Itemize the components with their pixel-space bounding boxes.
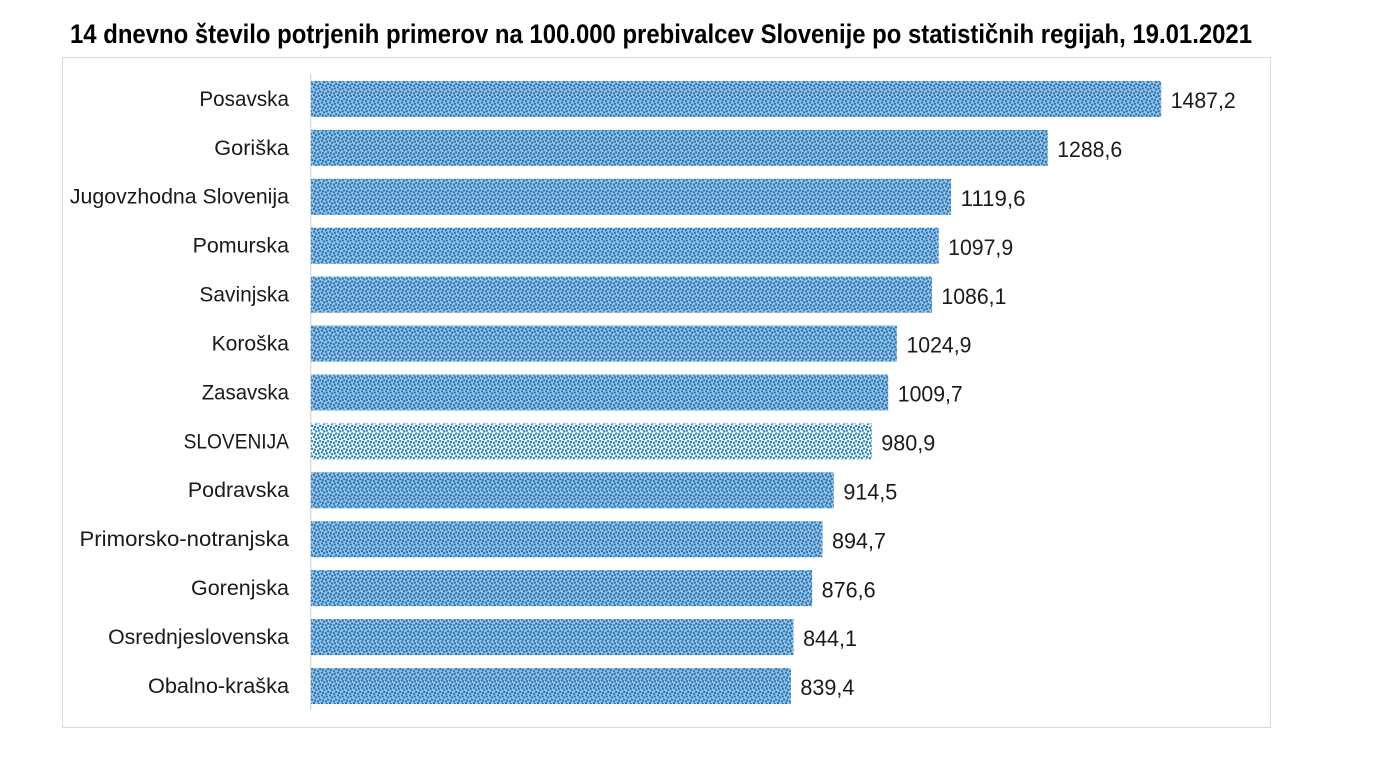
- svg-text:Koroška: Koroška: [212, 332, 290, 355]
- svg-text:980,9: 980,9: [881, 431, 935, 456]
- svg-text:1119,6: 1119,6: [961, 186, 1026, 211]
- svg-text:14 dnevno število potrjenih pr: 14 dnevno število potrjenih primerov na …: [70, 19, 1252, 49]
- svg-text:Gorenjska: Gorenjska: [191, 577, 289, 600]
- svg-text:914,5: 914,5: [843, 479, 897, 504]
- svg-text:Podravska: Podravska: [188, 479, 289, 502]
- svg-text:Zasavska: Zasavska: [202, 381, 290, 404]
- svg-text:1024,9: 1024,9: [906, 333, 971, 358]
- svg-text:Jugovzhodna Slovenija: Jugovzhodna Slovenija: [70, 186, 289, 209]
- svg-text:894,7: 894,7: [832, 528, 886, 553]
- svg-text:Savinjska: Savinjska: [199, 284, 289, 307]
- svg-text:1086,1: 1086,1: [941, 284, 1006, 309]
- svg-text:1288,6: 1288,6: [1057, 137, 1122, 162]
- svg-text:Obalno-kraška: Obalno-kraška: [148, 675, 289, 698]
- svg-text:Goriška: Goriška: [214, 137, 289, 160]
- svg-text:Osrednjeslovenska: Osrednjeslovenska: [108, 626, 289, 649]
- svg-text:876,6: 876,6: [822, 577, 876, 602]
- svg-text:Pomurska: Pomurska: [193, 235, 290, 258]
- svg-text:844,1: 844,1: [803, 626, 857, 651]
- svg-text:Posavska: Posavska: [199, 88, 289, 111]
- svg-text:1487,2: 1487,2: [1171, 88, 1236, 113]
- svg-text:Primorsko-notranjska: Primorsko-notranjska: [80, 528, 290, 551]
- svg-text:839,4: 839,4: [800, 675, 854, 700]
- svg-text:1097,9: 1097,9: [948, 235, 1013, 260]
- svg-text:1009,7: 1009,7: [898, 382, 963, 407]
- svg-text:SLOVENIJA: SLOVENIJA: [184, 430, 289, 453]
